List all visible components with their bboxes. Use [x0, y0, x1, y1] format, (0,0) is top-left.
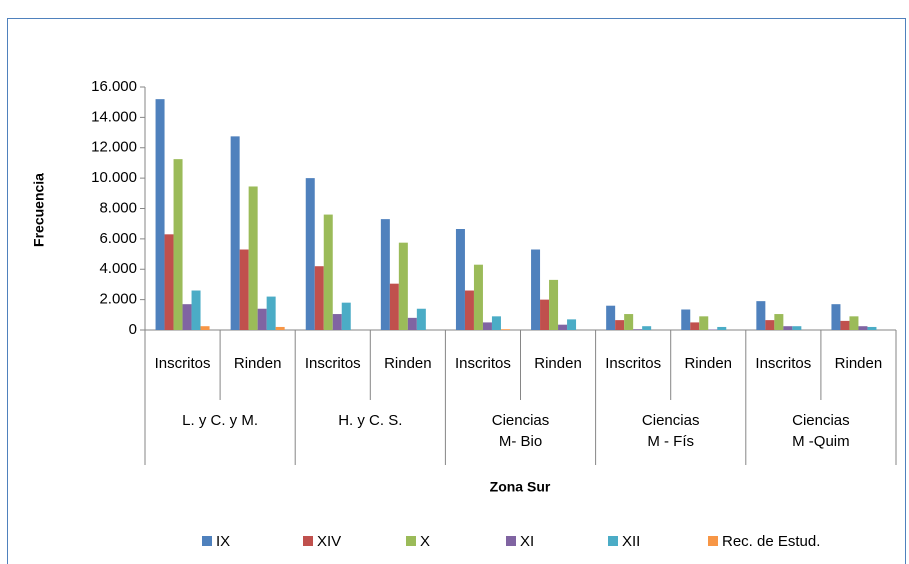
bar — [756, 301, 766, 330]
x-axis-title: Zona Sur — [490, 479, 551, 495]
group-label: Ciencias — [492, 412, 550, 429]
bar — [567, 319, 577, 330]
bar — [642, 326, 652, 330]
bar — [624, 314, 634, 330]
x-tick-label: Inscritos — [455, 355, 511, 372]
legend-swatch — [608, 536, 618, 546]
bar — [164, 234, 174, 330]
x-tick-label: Rinden — [835, 355, 883, 372]
bar — [849, 316, 859, 330]
bar — [783, 326, 793, 330]
bar — [191, 290, 201, 330]
y-tick-label: 16.000 — [91, 78, 137, 95]
bar — [200, 326, 210, 330]
bar — [416, 308, 426, 330]
bar — [615, 320, 625, 330]
bar — [407, 317, 417, 330]
bar — [275, 326, 285, 330]
bar — [455, 229, 465, 330]
y-axis-title: Frecuencia — [31, 173, 47, 247]
bar — [239, 249, 249, 330]
legend-label: IX — [216, 533, 230, 550]
legend-label: XIV — [317, 533, 341, 550]
x-tick-label: Inscritos — [305, 355, 361, 372]
y-tick-label: 2.000 — [99, 291, 137, 308]
bar — [464, 290, 474, 330]
bar — [173, 159, 183, 330]
bar — [266, 296, 276, 330]
bar — [314, 266, 324, 330]
bar — [305, 178, 315, 330]
legend-label: XI — [520, 533, 534, 550]
bar — [323, 214, 333, 330]
group-label: M -Quim — [792, 433, 850, 450]
y-tick-label: 12.000 — [91, 139, 137, 156]
bar — [558, 324, 568, 330]
bar — [867, 326, 877, 330]
bar — [248, 186, 258, 330]
legend-label: XII — [622, 533, 640, 550]
bar — [380, 219, 390, 330]
bar — [332, 314, 342, 330]
bar — [792, 326, 802, 330]
bar — [840, 320, 850, 330]
y-tick-label: 10.000 — [91, 169, 137, 186]
x-tick-label: Rinden — [684, 355, 732, 372]
bar — [257, 308, 267, 330]
bar — [389, 283, 399, 330]
x-tick-label: Rinden — [534, 355, 582, 372]
bar — [540, 299, 550, 330]
y-tick-label: 6.000 — [99, 230, 137, 247]
group-label: Ciencias — [792, 412, 850, 429]
bar — [531, 249, 541, 330]
y-tick-label: 8.000 — [99, 199, 137, 216]
group-label: Ciencias — [642, 412, 700, 429]
bar — [717, 326, 727, 330]
legend-swatch — [506, 536, 516, 546]
bar — [765, 320, 775, 330]
bar — [491, 316, 501, 330]
legend-label: X — [420, 533, 430, 550]
y-tick-label: 14.000 — [91, 108, 137, 125]
bar — [398, 242, 408, 330]
group-label: L. y C. y M. — [182, 412, 258, 429]
bar — [473, 264, 483, 330]
bar — [831, 304, 841, 330]
bar — [500, 329, 510, 330]
bar — [681, 309, 691, 330]
legend-swatch — [303, 536, 313, 546]
bar — [155, 99, 165, 331]
bar — [606, 305, 616, 330]
bar — [230, 136, 240, 330]
y-tick-label: 0 — [129, 321, 137, 338]
x-tick-label: Inscritos — [605, 355, 661, 372]
legend-swatch — [708, 536, 718, 546]
x-tick-label: Inscritos — [755, 355, 811, 372]
bar — [482, 322, 492, 330]
bar — [341, 302, 351, 330]
bar — [690, 322, 700, 330]
bar — [774, 314, 784, 330]
bar — [182, 304, 192, 330]
legend-swatch — [202, 536, 212, 546]
x-tick-label: Inscritos — [155, 355, 211, 372]
bar — [858, 326, 868, 330]
bar — [699, 316, 709, 330]
legend-swatch — [406, 536, 416, 546]
bar — [549, 279, 559, 330]
group-label: M- Bio — [499, 433, 542, 450]
y-tick-label: 4.000 — [99, 260, 137, 277]
x-tick-label: Rinden — [384, 355, 432, 372]
x-tick-label: Rinden — [234, 355, 282, 372]
bar — [633, 329, 643, 330]
legend-label: Rec. de Estud. — [722, 533, 820, 550]
group-label: M - Fís — [647, 433, 694, 450]
group-label: H. y C. S. — [338, 412, 402, 429]
